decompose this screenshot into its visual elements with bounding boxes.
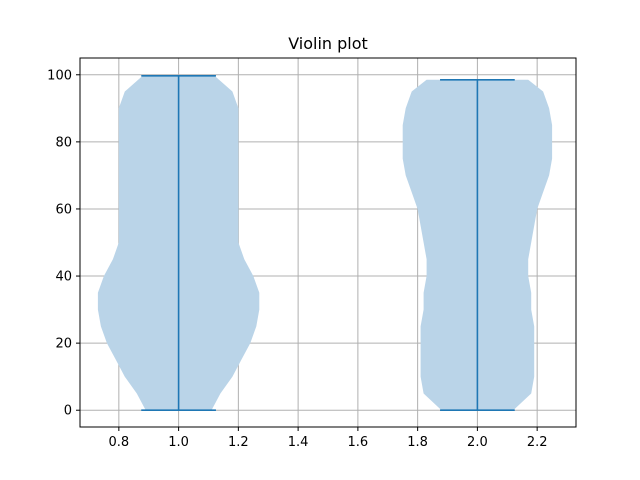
plot-frame: [79, 57, 577, 428]
y-tick-label-0: 0: [64, 404, 72, 419]
y-tick-label-3: 60: [55, 202, 72, 217]
x-tick-label-4: 1.6: [348, 435, 369, 450]
chart-title: Violin plot: [288, 34, 368, 53]
y-tick-label-5: 100: [47, 68, 72, 83]
x-tick-label-5: 1.8: [407, 435, 428, 450]
x-tick-label-3: 1.4: [288, 435, 309, 450]
x-tick-label-0: 0.8: [108, 435, 129, 450]
x-tick-label-2: 1.2: [228, 435, 249, 450]
axes: 0.8 1.0 1.2 1.4 1.6 1.8 2.0 2.2 0 20 40 60 80 100: [47, 68, 547, 450]
x-tick-label-1: 1.0: [168, 435, 189, 450]
x-tick-label-6: 2.0: [467, 435, 488, 450]
violins: [97, 74, 553, 412]
y-tick-label-2: 40: [55, 270, 72, 285]
y-tick-label-1: 20: [55, 337, 72, 352]
x-tick-label-7: 2.2: [527, 435, 548, 450]
y-tick-label-4: 80: [55, 135, 72, 150]
